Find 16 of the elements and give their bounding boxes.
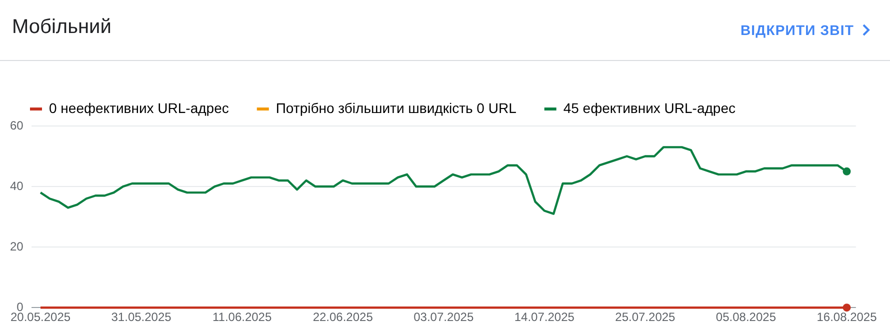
x-tick-label: 05.08.2025	[716, 310, 776, 324]
x-tick-label: 03.07.2025	[414, 310, 474, 324]
chart-title: Мобільний	[12, 16, 112, 39]
y-tick-label: 40	[10, 178, 24, 193]
text: ВІДКРИТИ ЗВІТ	[740, 22, 854, 38]
y-tick-label: 60	[10, 118, 24, 132]
x-tick-label: 22.06.2025	[312, 310, 374, 324]
x-tick-label: 14.07.2025	[514, 310, 575, 324]
y-tick-label: 20	[10, 239, 24, 254]
x-tick-label: 16.08.2025	[816, 310, 878, 324]
legend-label: 45 ефективних URL-адрес	[563, 100, 736, 116]
legend-label: Потрібно збільшити швидкість 0 URL	[276, 100, 517, 116]
x-tick-label: 31.05.2025	[111, 310, 172, 324]
x-tick-label: 25.07.2025	[615, 310, 676, 324]
legend-label: 0 неефективних URL-адрес	[49, 100, 229, 116]
x-tick-label: 11.06.2025	[212, 310, 272, 324]
